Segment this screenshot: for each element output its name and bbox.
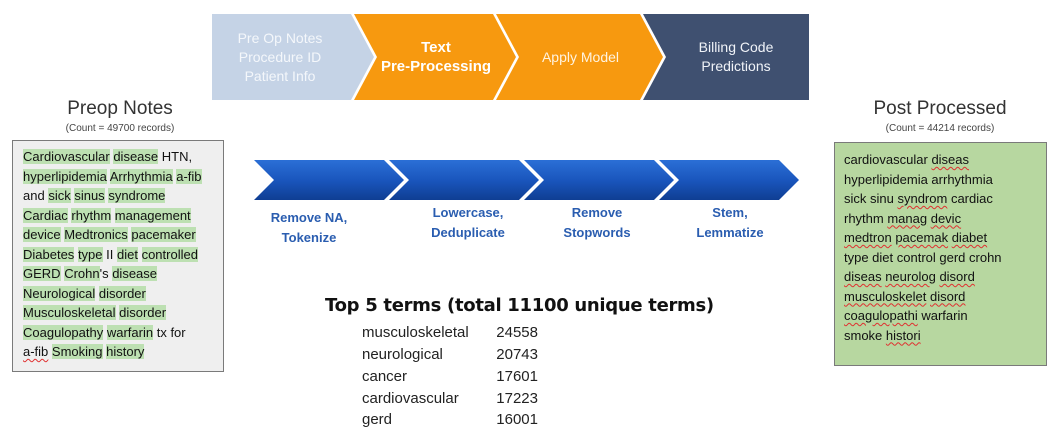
stage-label: Apply Model: [541, 48, 620, 65]
stage-label: Pre Op Notes: [237, 29, 323, 46]
preop-line: hyperlipidemia Arrhythmia a-fib: [23, 168, 202, 184]
stage-billing-predictions: Billing Code Predictions: [643, 14, 809, 100]
top-terms-title: Top 5 terms (total 11100 unique terms): [325, 295, 714, 316]
post-title: Post Processed: [873, 98, 1007, 119]
post-line: rhythm manag devic: [844, 210, 962, 226]
stage-label: Predictions: [701, 58, 771, 74]
stage-label: Procedure ID: [238, 48, 322, 65]
term-name: neurological: [362, 346, 443, 363]
step-label-line: Remove NA,: [270, 210, 348, 225]
post-line: type diet control gerd crohn: [844, 249, 1002, 265]
term-row: musculoskeletal 24558: [362, 324, 542, 345]
stage-preop-inputs: Pre Op Notes Procedure ID Patient Info: [212, 14, 374, 100]
arrow-segment-3: [524, 160, 674, 200]
term-row: neurological 20743: [362, 346, 542, 367]
step-label-line: Remove: [571, 205, 623, 220]
stage-apply-model: Apply Model: [496, 14, 663, 100]
term-name: cancer: [362, 368, 408, 385]
step-label-line: Stem,: [712, 205, 748, 220]
step-remove-na-tokenize: Remove NA, Tokenize: [249, 208, 369, 248]
post-line: sick sinu syndrom cardiac: [844, 191, 993, 206]
preop-line: Cardiovascular disease HTN,: [23, 149, 193, 164]
term-name: cardiovascular: [362, 390, 459, 407]
arrow-segment-1: [254, 160, 404, 200]
post-line: smoke histori: [844, 327, 921, 343]
stage-text-preprocessing: Text Pre-Processing: [354, 14, 516, 100]
preop-notes-box: Cardiovascular disease HTN, hyperlipidem…: [12, 140, 224, 372]
step-label-line: Stopwords: [563, 225, 631, 240]
step-label-line: Deduplicate: [431, 225, 505, 240]
term-name: gerd: [362, 411, 393, 428]
term-row: cardiovascular 17223: [362, 390, 542, 411]
post-line: medtron pacemak diabet: [844, 230, 988, 245]
term-count: 17223: [496, 390, 538, 407]
term-name: musculoskeletal: [362, 324, 469, 341]
preop-line: and sick sinus syndrome: [23, 188, 166, 203]
term-count: 16001: [496, 411, 538, 428]
preop-line: device Medtronics pacemaker: [23, 227, 196, 242]
process-arrows: [254, 160, 799, 200]
post-line: hyperlipidemia arrhythmia: [844, 171, 993, 187]
term-count: 20743: [496, 346, 538, 363]
post-processed-box: cardiovascular diseas hyperlipidemia arr…: [834, 142, 1047, 366]
term-row: gerd 16001: [362, 411, 542, 432]
preop-line: GERD Crohn's disease: [23, 266, 158, 281]
term-count: 24558: [496, 324, 538, 341]
pipeline: Pre Op Notes Procedure ID Patient Info T…: [0, 0, 1058, 110]
post-line: musculoskelet disord: [844, 288, 966, 304]
preop-title: Preop Notes: [67, 98, 173, 119]
post-line: diseas neurolog disord: [844, 269, 975, 284]
term-row: cancer 17601: [362, 368, 542, 389]
term-count: 17601: [496, 368, 538, 385]
post-line: coagulopathi warfarin: [844, 308, 968, 323]
post-line: cardiovascular diseas: [844, 152, 970, 167]
step-stem-lemmatize: Stem, Lemmatize: [670, 203, 790, 243]
preop-line: Musculoskeletal disorder: [23, 305, 167, 320]
preop-line: Coagulopathy warfarin tx for: [23, 324, 186, 340]
preop-line: Neurological disorder: [23, 285, 146, 301]
arrow-segment-4: [659, 160, 799, 200]
step-remove-stopwords: Remove Stopwords: [537, 203, 657, 243]
step-label-line: Lemmatize: [696, 225, 764, 240]
arrow-segment-2: [389, 160, 539, 200]
step-label-line: Tokenize: [281, 230, 337, 245]
stage-label: Patient Info: [244, 67, 316, 84]
stage-label: Text: [421, 39, 451, 56]
preop-line: Cardiac rhythm management: [23, 207, 191, 223]
preop-count: (Count = 49700 records): [65, 123, 175, 134]
step-lowercase-deduplicate: Lowercase, Deduplicate: [408, 203, 528, 243]
stage-label: Billing Code: [698, 39, 774, 55]
preop-line: a-fib Smoking history: [23, 344, 145, 359]
step-label-line: Lowercase,: [432, 205, 504, 220]
post-count: (Count = 44214 records): [885, 123, 995, 134]
stage-label: Pre-Processing: [380, 58, 492, 75]
preop-line: Diabetes type II diet controlled: [23, 246, 198, 262]
